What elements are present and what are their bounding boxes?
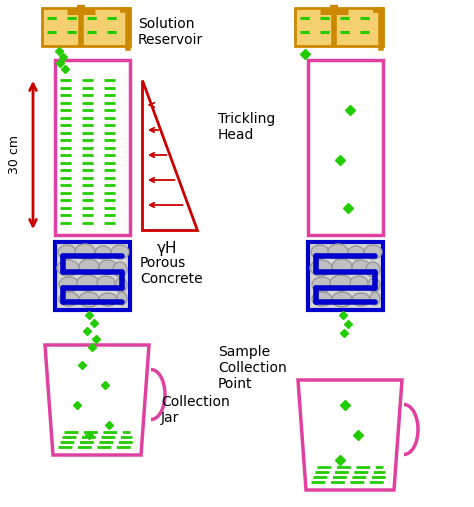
Ellipse shape [117,292,127,305]
Ellipse shape [368,278,380,292]
Ellipse shape [59,292,79,306]
Ellipse shape [352,260,370,274]
Bar [308,60,383,235]
Ellipse shape [348,246,364,259]
Polygon shape [142,80,197,230]
Ellipse shape [366,262,380,277]
Ellipse shape [58,245,76,259]
FancyBboxPatch shape [295,8,383,46]
Ellipse shape [79,259,99,274]
Text: Porous
Concrete: Porous Concrete [140,256,202,286]
Text: Collection
Jar: Collection Jar [161,395,230,425]
Text: Trickling
Head: Trickling Head [218,112,275,142]
Ellipse shape [77,275,99,291]
Ellipse shape [330,275,352,291]
Ellipse shape [364,245,382,259]
Text: γH: γH [157,240,177,256]
Text: 30 cm: 30 cm [9,135,21,174]
Ellipse shape [332,259,352,274]
Bar [308,242,383,310]
Text: Sample
Collection
Point: Sample Collection Point [218,345,287,391]
Ellipse shape [75,244,95,259]
Ellipse shape [95,246,111,259]
Ellipse shape [370,292,380,305]
Text: Solution
Reservoir: Solution Reservoir [138,17,203,47]
FancyBboxPatch shape [42,8,130,46]
Polygon shape [298,380,402,490]
Ellipse shape [311,245,329,259]
Ellipse shape [350,276,368,290]
Ellipse shape [79,292,99,307]
Ellipse shape [97,276,115,290]
Ellipse shape [115,278,127,292]
Ellipse shape [59,277,79,292]
Ellipse shape [352,293,370,306]
Ellipse shape [332,292,352,307]
Ellipse shape [328,244,348,259]
Ellipse shape [111,245,129,259]
Ellipse shape [57,260,79,276]
Bar [55,242,130,310]
Ellipse shape [312,277,332,292]
Polygon shape [45,345,149,455]
Ellipse shape [99,260,117,274]
Ellipse shape [310,260,332,276]
Ellipse shape [99,293,117,306]
Ellipse shape [113,262,127,277]
Bar [55,60,130,235]
Ellipse shape [312,292,332,306]
